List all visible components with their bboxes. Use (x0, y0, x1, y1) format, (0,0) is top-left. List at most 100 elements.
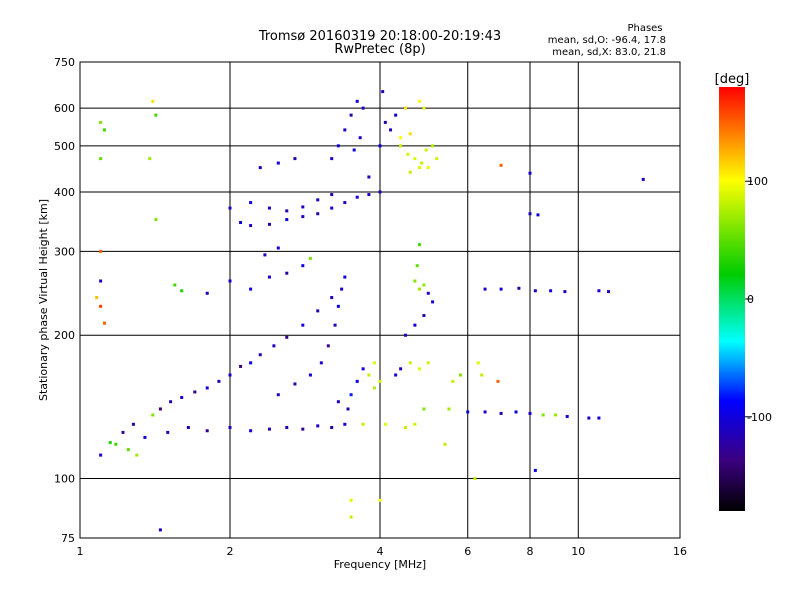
data-point (249, 429, 253, 433)
data-point (336, 400, 340, 404)
data-point (408, 132, 412, 136)
data-point (349, 515, 353, 519)
data-point (267, 206, 271, 210)
data-point (148, 157, 152, 161)
data-point (340, 287, 344, 291)
colorbar-tick-label: -100 (747, 411, 772, 424)
data-point (173, 283, 177, 287)
data-point (258, 353, 262, 357)
data-point (330, 193, 334, 197)
x-tick-label: 2 (227, 545, 234, 558)
data-point (417, 99, 421, 103)
data-point (103, 321, 107, 325)
data-point (378, 379, 382, 383)
data-point (293, 382, 297, 386)
data-point (346, 407, 350, 411)
data-point (378, 498, 382, 502)
data-point (422, 314, 426, 318)
data-point (431, 300, 435, 304)
data-point (343, 201, 347, 205)
data-point (533, 468, 537, 472)
data-point (205, 429, 209, 433)
data-point (406, 152, 410, 156)
data-point (420, 161, 424, 165)
data-point (352, 148, 356, 152)
data-point (267, 222, 271, 226)
data-point (158, 407, 162, 411)
data-point (541, 413, 545, 417)
data-point (383, 422, 387, 426)
data-point (99, 453, 103, 457)
data-point (154, 218, 158, 222)
data-point (285, 218, 289, 222)
data-point (343, 422, 347, 426)
data-point (135, 453, 139, 457)
data-point (276, 161, 280, 165)
data-point (316, 309, 320, 313)
data-point (415, 264, 419, 268)
data-point (316, 424, 320, 428)
data-point (285, 425, 289, 429)
data-point (272, 344, 276, 348)
data-point (166, 430, 170, 434)
data-point (496, 379, 500, 383)
data-point (154, 113, 158, 117)
colorbar-unit-label: [deg] (715, 72, 750, 87)
chart-title-line1: Tromsø 20160319 20:18:00-20:19:43 (258, 29, 501, 44)
data-point (349, 113, 353, 117)
data-point (316, 212, 320, 216)
data-point (99, 249, 103, 253)
data-point (367, 373, 371, 377)
data-point (426, 291, 430, 295)
data-point (408, 361, 412, 365)
x-tick-labels: 1 2 4 6 8 10 16 (77, 545, 688, 558)
data-point (99, 120, 103, 124)
data-point (367, 175, 371, 179)
data-point (563, 290, 567, 294)
data-point (343, 275, 347, 279)
data-point (373, 386, 377, 390)
data-point (301, 205, 305, 209)
data-point (517, 286, 521, 290)
data-point (413, 157, 417, 161)
data-point (424, 148, 428, 152)
data-point (285, 335, 289, 339)
data-point (499, 411, 503, 415)
data-point (378, 144, 382, 148)
data-point (285, 271, 289, 275)
data-point (426, 361, 430, 365)
data-point (301, 264, 305, 268)
data-point (349, 393, 353, 397)
data-point (533, 289, 537, 293)
data-point (355, 195, 359, 199)
data-point (422, 407, 426, 411)
data-point (399, 144, 403, 148)
data-point (458, 373, 462, 377)
data-point (553, 413, 557, 417)
data-point (473, 477, 477, 481)
data-point (258, 166, 262, 170)
data-point (151, 413, 155, 417)
chart-title-line2: RwPretec (8p) (334, 42, 425, 57)
y-tick-label: 100 (54, 473, 75, 486)
stats-o: mean, sd,O: -96.4, 17.8 (548, 35, 666, 46)
data-point (413, 422, 417, 426)
y-tick-label: 400 (54, 186, 75, 199)
data-point (205, 291, 209, 295)
data-point (301, 215, 305, 219)
data-point (285, 209, 289, 213)
data-point (330, 157, 334, 161)
data-point (355, 99, 359, 103)
data-point (476, 361, 480, 365)
data-point (403, 425, 407, 429)
data-point (228, 425, 232, 429)
y-tick-label: 500 (54, 140, 75, 153)
data-point (349, 498, 353, 502)
data-point (249, 201, 253, 205)
data-point (483, 287, 487, 291)
x-axis-label: Frequency [MHz] (334, 558, 426, 571)
data-point (301, 427, 305, 431)
data-point (193, 390, 197, 394)
data-point (389, 128, 393, 132)
